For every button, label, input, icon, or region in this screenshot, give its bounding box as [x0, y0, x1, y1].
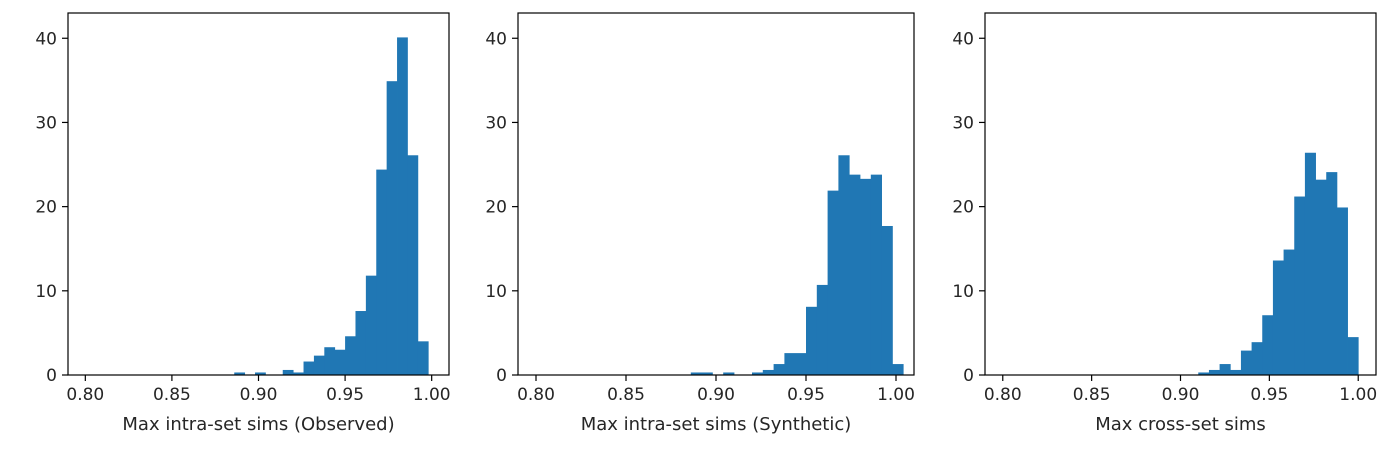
y-tick-label-cross-set-1: 10 — [952, 282, 974, 302]
histogram-bar-observed-7 — [334, 349, 346, 375]
histogram-bar-synthetic-9 — [838, 155, 850, 375]
bars-synthetic — [690, 155, 904, 375]
histogram-bar-observed-10 — [365, 275, 377, 375]
x-tick-label-observed-1: 0.85 — [153, 385, 191, 405]
x-tick-label-cross-set-3: 0.95 — [1250, 385, 1288, 405]
y-tick-label-synthetic-3: 30 — [485, 113, 507, 133]
histogram-bar-observed-11 — [376, 169, 388, 375]
histogram-bar-observed-8 — [345, 336, 356, 375]
y-tick-label-observed-0: 0 — [46, 366, 57, 386]
histogram-bar-synthetic-13 — [881, 225, 893, 375]
x-tick-label-synthetic-0: 0.80 — [517, 385, 555, 405]
x-tick-label-synthetic-2: 0.90 — [697, 385, 735, 405]
x-tick-label-observed-0: 0.80 — [66, 385, 104, 405]
histogram-bar-synthetic-7 — [816, 284, 828, 375]
histogram-bar-observed-2 — [282, 369, 294, 375]
histogram-bar-synthetic-10 — [849, 174, 861, 375]
x-axis-label-synthetic: Max intra-set sims (Synthetic) — [581, 414, 852, 435]
histogram-bar-synthetic-11 — [860, 178, 872, 375]
histogram-bar-cross-set-12 — [1326, 172, 1338, 375]
histogram-bar-synthetic-5 — [784, 353, 807, 375]
y-tick-label-observed-1: 10 — [35, 282, 57, 302]
histogram-panel-cross-set: 0.80 0.85 0.90 0.95 1.00 0 10 20 30 40 Max cross-… — [952, 12, 1377, 435]
histogram-bar-cross-set-3 — [1230, 369, 1242, 375]
histogram-panel-synthetic: 0.80 0.85 0.90 0.95 1.00 0 10 20 30 40 Max intra-… — [485, 12, 915, 435]
x-tick-label-cross-set-1: 0.85 — [1073, 385, 1111, 405]
ticks-cross-set: 0.80 0.85 0.90 0.95 1.00 0 10 20 30 40 — [952, 29, 1377, 405]
histogram-bar-observed-6 — [324, 347, 336, 375]
y-tick-label-synthetic-0: 0 — [496, 366, 507, 386]
histogram-bar-observed-15 — [417, 341, 429, 375]
x-tick-label-cross-set-2: 0.90 — [1162, 385, 1200, 405]
histogram-bar-cross-set-7 — [1272, 260, 1284, 375]
histogram-bar-observed-4 — [303, 361, 315, 375]
histogram-bar-synthetic-12 — [870, 174, 882, 375]
histogram-bar-synthetic-3 — [762, 369, 774, 375]
y-tick-label-cross-set-0: 0 — [963, 366, 974, 386]
x-tick-label-synthetic-4: 1.00 — [877, 385, 915, 405]
bars-cross-set — [1198, 152, 1359, 375]
histogram-bar-synthetic-2 — [752, 372, 764, 375]
histogram-bar-synthetic-6 — [806, 306, 818, 375]
x-tick-label-observed-3: 0.95 — [326, 385, 364, 405]
histogram-bar-observed-9 — [355, 311, 367, 375]
histogram-bar-cross-set-4 — [1240, 350, 1252, 375]
histogram-bar-cross-set-5 — [1251, 342, 1263, 375]
histogram-bar-cross-set-11 — [1315, 179, 1327, 375]
histogram-bar-cross-set-13 — [1336, 207, 1348, 375]
histogram-bar-cross-set-10 — [1304, 152, 1316, 375]
histogram-bar-synthetic-8 — [827, 190, 839, 375]
x-tick-label-synthetic-1: 0.85 — [607, 385, 645, 405]
x-axis-label-cross-set: Max cross-set sims — [1095, 414, 1266, 435]
histogram-bar-synthetic-1 — [723, 372, 735, 375]
y-tick-label-synthetic-4: 40 — [485, 29, 507, 49]
x-tick-label-cross-set-0: 0.80 — [984, 385, 1022, 405]
histogram-panel-observed: 0.80 0.85 0.90 0.95 1.00 0 10 20 30 40 Max intra-… — [35, 12, 451, 435]
x-tick-label-cross-set-4: 1.00 — [1339, 385, 1377, 405]
histogram-bar-observed-5 — [313, 355, 325, 375]
histogram-bar-observed-12 — [386, 81, 398, 375]
histogram-bar-cross-set-0 — [1198, 372, 1210, 375]
histogram-bar-cross-set-8 — [1283, 249, 1295, 375]
histogram-bar-observed-14 — [407, 155, 419, 375]
y-tick-label-observed-3: 30 — [35, 113, 57, 133]
histogram-bar-observed-13 — [397, 37, 408, 375]
y-tick-label-cross-set-2: 20 — [952, 198, 974, 218]
histogram-bar-synthetic-4 — [773, 364, 785, 375]
ticks-synthetic: 0.80 0.85 0.90 0.95 1.00 0 10 20 30 40 — [485, 29, 915, 405]
y-tick-label-cross-set-4: 40 — [952, 29, 974, 49]
y-tick-label-synthetic-1: 10 — [485, 282, 507, 302]
histogram-bar-cross-set-14 — [1347, 337, 1359, 375]
x-axis-label-observed: Max intra-set sims (Observed) — [122, 414, 394, 435]
y-tick-label-synthetic-2: 20 — [485, 198, 507, 218]
histogram-bar-cross-set-6 — [1262, 315, 1274, 375]
x-tick-label-observed-4: 1.00 — [413, 385, 451, 405]
bars-observed — [234, 37, 429, 375]
x-tick-label-synthetic-3: 0.95 — [787, 385, 825, 405]
histogram-bar-synthetic-0 — [690, 372, 713, 375]
y-tick-label-cross-set-3: 30 — [952, 113, 974, 133]
histogram-bar-observed-1 — [255, 372, 266, 375]
x-tick-label-observed-2: 0.90 — [240, 385, 278, 405]
histogram-bar-cross-set-9 — [1294, 196, 1306, 375]
y-tick-label-observed-4: 40 — [35, 29, 57, 49]
histogram-bar-cross-set-1 — [1208, 369, 1220, 375]
histogram-bar-cross-set-2 — [1219, 364, 1231, 375]
ticks-observed: 0.80 0.85 0.90 0.95 1.00 0 10 20 30 40 — [35, 29, 450, 405]
histogram-bar-observed-3 — [293, 372, 304, 375]
histogram-bar-synthetic-14 — [892, 364, 904, 375]
y-tick-label-observed-2: 20 — [35, 198, 57, 218]
histogram-bar-observed-0 — [234, 372, 246, 375]
